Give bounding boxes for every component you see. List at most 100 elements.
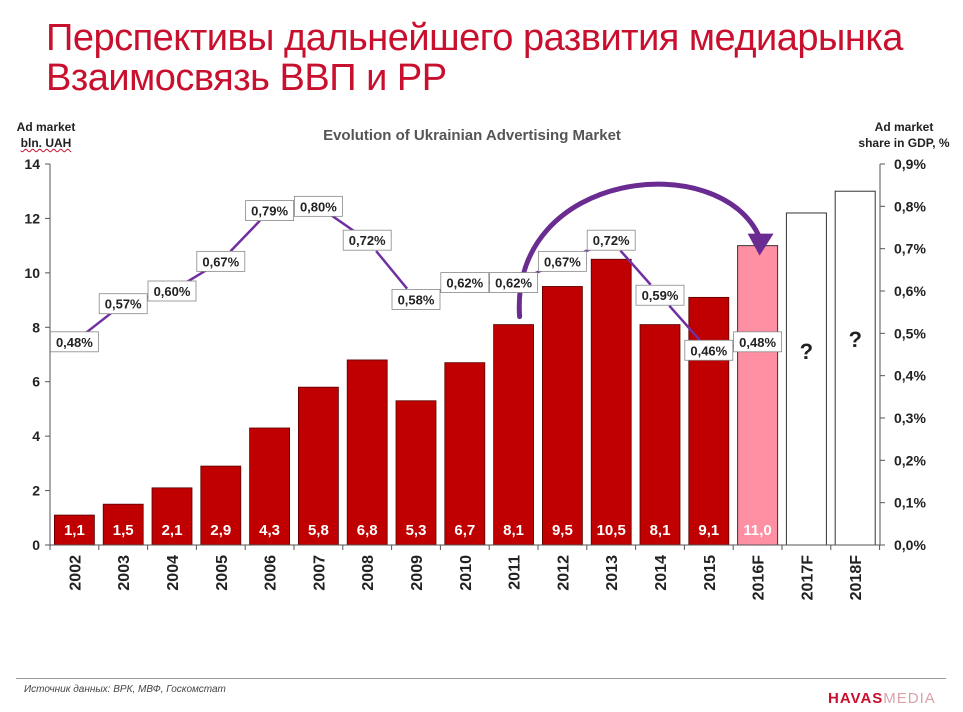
share-label-text: 0,79% — [251, 204, 288, 219]
chart-title: Evolution of Ukrainian Advertising Marke… — [323, 127, 621, 144]
bar-2018F — [834, 190, 876, 546]
source-note: Источник данных: ВРК, МВФ, Госкомстат — [24, 684, 226, 695]
y2-tick-label: 0,6% — [894, 283, 926, 299]
share-label-text: 0,48% — [739, 335, 776, 350]
bar-2006 — [249, 427, 291, 546]
curved-arrow — [517, 181, 763, 320]
brand-logo-light: MEDIA — [883, 690, 936, 707]
share-label-box — [342, 229, 392, 251]
bar-value-label: 6,8 — [357, 522, 378, 539]
x-tick-label: 2016F — [751, 555, 768, 601]
share-label-text: 0,67% — [544, 254, 581, 269]
share-line-segment — [375, 250, 409, 290]
share-label-box — [98, 293, 148, 315]
right-axis-title-line1: Ad market — [874, 120, 934, 134]
y-tick-label: 12 — [24, 210, 40, 226]
y2-tick-label: 0,0% — [894, 537, 926, 553]
bar-value-label: ? — [800, 339, 813, 364]
bar-value-label: ? — [848, 327, 861, 352]
curved-arrow-head — [747, 233, 774, 256]
share-label: 0,59% — [635, 284, 685, 306]
page-title: Перспективы дальнейшего развития медиары… — [46, 18, 903, 98]
x-tick-label: 2008 — [360, 555, 377, 591]
right-axis-title: Ad market share in GDP, % — [848, 119, 960, 151]
y-tick-label: 14 — [24, 156, 40, 172]
share-label: 0,67% — [196, 250, 246, 272]
bar-value-label: 9,5 — [552, 522, 573, 539]
x-tick-label: 2011 — [507, 555, 524, 590]
bar-2013 — [590, 258, 632, 546]
y-tick-label: 2 — [32, 483, 40, 499]
share-label: 0,67% — [538, 250, 587, 272]
x-tick-label: 2012 — [555, 555, 572, 591]
share-label: 0,58% — [391, 289, 441, 310]
share-label-box — [196, 250, 246, 272]
share-label-box — [147, 280, 197, 302]
y2-tick-label: 0,2% — [894, 452, 926, 468]
bar-2007 — [297, 386, 339, 546]
share-label: 0,62% — [440, 272, 490, 293]
footer-divider — [16, 678, 946, 679]
bar-2008 — [346, 359, 388, 546]
share-line-segment — [619, 249, 652, 286]
x-tick-label: 2005 — [214, 555, 231, 591]
bar-2011 — [493, 324, 535, 546]
share-label: 0,72% — [342, 229, 392, 251]
share-line-segment — [329, 213, 357, 234]
share-label: 0,48% — [733, 331, 782, 353]
bar-value-label: 9,1 — [698, 522, 719, 539]
y2-tick-label: 0,1% — [894, 495, 926, 511]
bar-2015 — [688, 296, 730, 546]
bar-2004 — [151, 487, 193, 546]
share-label-box — [684, 339, 734, 361]
share-label-text: 0,59% — [642, 288, 679, 303]
right-axis-title-line2: share in GDP, % — [858, 136, 950, 150]
bar-value-label: 5,3 — [406, 522, 427, 539]
share-label: 0,57% — [98, 293, 148, 315]
x-tick-label: 2015 — [702, 555, 719, 591]
bar-value-label: 1,5 — [113, 522, 134, 539]
bar-2002 — [54, 514, 95, 546]
left-axis-title-line1: Ad market — [16, 120, 76, 134]
share-label-text: 0,62% — [446, 276, 483, 291]
x-tick-label: 2004 — [165, 555, 182, 591]
x-tick-label: 2003 — [116, 555, 133, 591]
y-tick-label: 8 — [32, 319, 40, 335]
share-label-box — [293, 195, 343, 217]
share-label-box — [245, 200, 295, 221]
y2-tick-label: 0,5% — [894, 325, 926, 341]
bar-2014 — [639, 324, 681, 546]
share-label-text: 0,72% — [349, 233, 386, 248]
x-tick-label: 2009 — [409, 555, 426, 591]
x-tick-label: 2018F — [848, 555, 865, 601]
share-label-text: 0,80% — [300, 199, 337, 214]
share-label-text: 0,48% — [56, 335, 93, 350]
left-axis-title-line2: bln. UAH — [20, 136, 72, 150]
bar-2010 — [444, 362, 486, 546]
share-line-segment — [668, 304, 701, 341]
bar-2012 — [542, 286, 583, 546]
x-tick-label: 2002 — [67, 555, 84, 591]
x-tick-label: 2017F — [799, 555, 816, 601]
y-tick-label: 10 — [24, 265, 40, 281]
share-label: 0,48% — [50, 331, 99, 353]
x-tick-label: 2013 — [604, 555, 621, 591]
share-label: 0,62% — [489, 272, 539, 293]
share-label-text: 0,46% — [690, 343, 727, 358]
share-label-box — [538, 250, 587, 272]
share-label-text: 0,57% — [105, 297, 142, 312]
share-label-box — [733, 331, 782, 353]
left-axis-title: Ad market bln. UAH — [6, 119, 86, 151]
bar-value-label: 2,9 — [210, 522, 231, 539]
x-tick-label: 2007 — [311, 555, 328, 591]
brand-logo: HAVASMEDIA — [828, 690, 936, 707]
share-label-text: 0,67% — [202, 254, 239, 269]
y2-tick-label: 0,3% — [894, 410, 926, 426]
bar-value-label: 5,8 — [308, 522, 329, 539]
share-line-segment — [84, 311, 113, 335]
x-tick-label: 2014 — [653, 555, 670, 591]
x-tick-label: 2010 — [458, 555, 475, 591]
bar-2009 — [395, 400, 437, 546]
y2-tick-label: 0,7% — [894, 241, 926, 257]
